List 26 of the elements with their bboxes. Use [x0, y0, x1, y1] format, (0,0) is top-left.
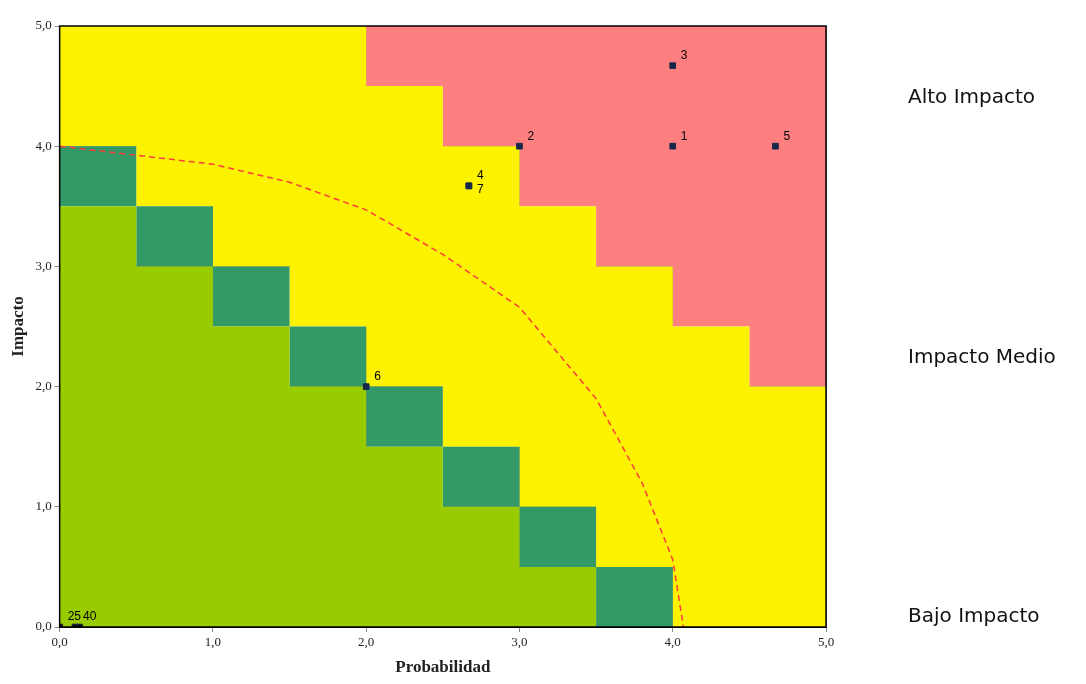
x-tick-label: 3,0: [511, 634, 528, 650]
x-tick-label: 2,0: [358, 634, 375, 650]
annotation: 4: [476, 168, 484, 183]
annotation: 7: [476, 182, 484, 197]
annotation: 3: [680, 47, 688, 62]
annotation: 6: [374, 368, 382, 383]
text: Alto Impacto: [908, 84, 1036, 109]
annotation: 5: [783, 128, 791, 143]
x-axis-title: Probabilidad: [395, 657, 491, 677]
y-tick-label: 0,0: [35, 618, 52, 634]
y-tick-label: 1,0: [35, 498, 52, 514]
y-tick-label: 2,0: [35, 378, 52, 394]
x-tick-label: 1,0: [204, 634, 222, 650]
x-tick-label: 4,0: [664, 634, 681, 650]
text: Bajo Impacto: [908, 603, 1040, 628]
y-tick-label: 3,0: [35, 257, 52, 273]
x-tick-label: 0,0: [51, 634, 68, 650]
y-tick-label: 5,0: [35, 17, 52, 33]
y-axis-title: Impacto: [7, 296, 27, 357]
annotation: 2: [527, 128, 535, 143]
text: Impacto Medio: [908, 343, 1056, 368]
x-tick-label: 5,0: [817, 634, 835, 650]
annotation: 1: [680, 128, 688, 143]
annotation: 40: [82, 609, 97, 624]
y-tick-label: 4,0: [35, 137, 52, 153]
annotation: 25: [67, 609, 82, 624]
